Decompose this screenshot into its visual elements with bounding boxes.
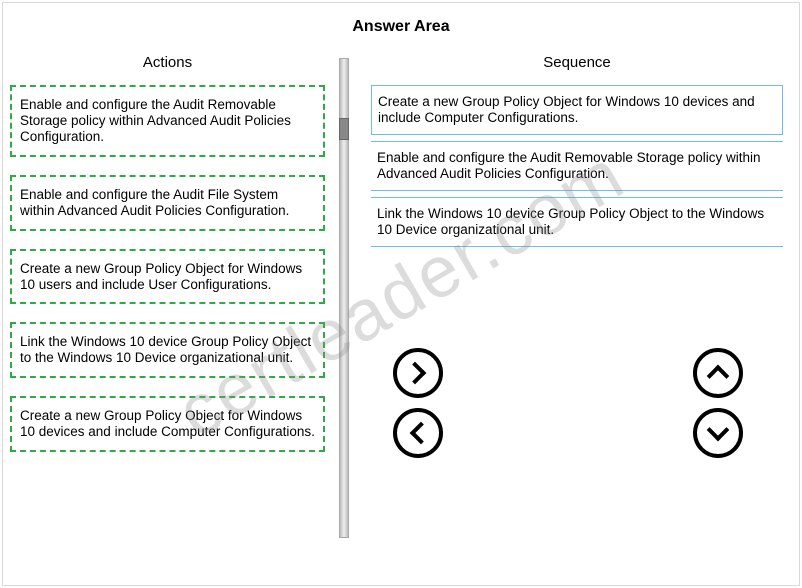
actions-column: Actions Enable and configure the Audit R…: [10, 48, 335, 470]
sequence-item[interactable]: Create a new Group Policy Object for Win…: [371, 85, 783, 135]
action-item[interactable]: Create a new Group Policy Object for Win…: [10, 249, 325, 305]
action-item[interactable]: Enable and configure the Audit File Syst…: [10, 175, 325, 231]
divider-column: [335, 48, 353, 470]
columns-container: Actions Enable and configure the Audit R…: [0, 48, 802, 470]
page-title: Answer Area: [0, 0, 802, 48]
sequence-column: Sequence Create a new Group Policy Objec…: [353, 48, 783, 470]
sequence-header: Sequence: [371, 48, 783, 85]
direction-buttons: [383, 348, 763, 488]
action-item[interactable]: Enable and configure the Audit Removable…: [10, 85, 325, 157]
chevron-down-icon: [707, 419, 730, 442]
move-down-button[interactable]: [693, 408, 743, 458]
actions-header: Actions: [10, 48, 325, 85]
move-right-button[interactable]: [393, 348, 443, 398]
chevron-right-icon: [404, 362, 427, 385]
sequence-item[interactable]: Link the Windows 10 device Group Policy …: [371, 197, 783, 247]
action-item[interactable]: Create a new Group Policy Object for Win…: [10, 396, 325, 452]
action-item[interactable]: Link the Windows 10 device Group Policy …: [10, 322, 325, 378]
sequence-item[interactable]: Enable and configure the Audit Removable…: [371, 141, 783, 191]
move-left-button[interactable]: [393, 408, 443, 458]
chevron-up-icon: [707, 365, 730, 388]
divider-handle[interactable]: [339, 118, 349, 140]
move-up-button[interactable]: [693, 348, 743, 398]
chevron-left-icon: [410, 422, 433, 445]
